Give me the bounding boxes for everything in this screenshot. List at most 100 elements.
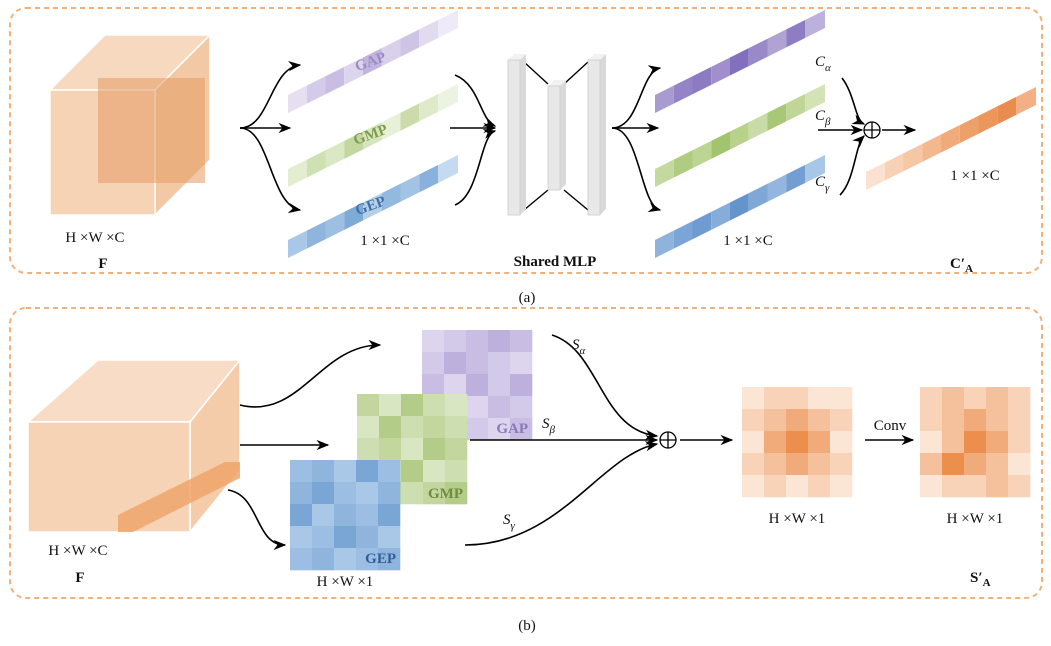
weight-sub: γ bbox=[511, 520, 516, 532]
output-size: 1 ×1 ×C bbox=[950, 168, 999, 184]
heatmap-cell bbox=[401, 416, 423, 438]
heatmap-cell bbox=[356, 504, 378, 526]
input-name: F bbox=[75, 570, 84, 586]
heatmap-cell bbox=[764, 409, 786, 431]
heatmap-cell bbox=[488, 374, 510, 396]
heatmap-cell bbox=[401, 460, 423, 482]
heatmap-cell bbox=[466, 374, 488, 396]
bar-segment bbox=[655, 231, 674, 258]
bar-segment bbox=[960, 116, 979, 143]
heatmap-cell bbox=[423, 394, 445, 416]
heatmap-cell bbox=[290, 482, 312, 504]
input-size: H ×W ×C bbox=[65, 230, 124, 246]
heatmap-cell bbox=[764, 453, 786, 475]
heatmap-cell bbox=[920, 409, 942, 431]
mlp-side bbox=[600, 54, 606, 215]
heatmap-cell bbox=[1008, 431, 1030, 453]
pool-label: GEP bbox=[365, 551, 396, 567]
mlp-layer bbox=[508, 60, 520, 215]
mlp-label: Shared MLP bbox=[514, 254, 597, 270]
heatmap-cell bbox=[808, 387, 830, 409]
arrow bbox=[840, 136, 864, 195]
caption: (a) bbox=[519, 290, 536, 306]
heatmap-cell bbox=[764, 475, 786, 497]
output-main: S′ bbox=[970, 570, 983, 586]
bar-segment bbox=[655, 160, 674, 187]
mlp-layer bbox=[548, 86, 560, 190]
heatmap-cell bbox=[1008, 387, 1030, 409]
bar-segment bbox=[326, 212, 345, 239]
figure: H ×W ×C F GAP GMP GEP 1 ×1 ×C Shared MLP… bbox=[0, 0, 1051, 641]
heatmap-cell bbox=[986, 387, 1008, 409]
heatmap-cell bbox=[334, 526, 356, 548]
heatmap-cell bbox=[334, 460, 356, 482]
output-name: C′A bbox=[950, 256, 973, 275]
heatmap-cell bbox=[510, 396, 532, 418]
heatmap-cell bbox=[830, 409, 852, 431]
bar-segment bbox=[711, 132, 730, 159]
bar-segment bbox=[730, 48, 749, 75]
bar-segment bbox=[307, 221, 326, 248]
input-size: H ×W ×C bbox=[48, 543, 107, 559]
heatmap-cell bbox=[942, 453, 964, 475]
bar-segment bbox=[768, 174, 787, 201]
pool-label: GAP bbox=[496, 421, 528, 437]
heatmap-cell bbox=[488, 396, 510, 418]
heatmap-cell bbox=[742, 475, 764, 497]
heatmap-cell bbox=[334, 504, 356, 526]
mlp-out-size: 1 ×1 ×C bbox=[723, 233, 772, 249]
mlp-side bbox=[520, 54, 526, 215]
heatmap-cell bbox=[1008, 475, 1030, 497]
heatmap-cell bbox=[830, 453, 852, 475]
heatmap-cell bbox=[357, 416, 379, 438]
bar-segment bbox=[655, 86, 674, 113]
bar-segment bbox=[288, 231, 307, 258]
output-main: C′ bbox=[950, 256, 965, 272]
heatmap-cell bbox=[401, 394, 423, 416]
bar-segment bbox=[401, 29, 420, 56]
heatmap-cell bbox=[379, 394, 401, 416]
arrow bbox=[465, 444, 657, 545]
weight-label: Cα bbox=[815, 54, 831, 74]
arrow bbox=[552, 335, 657, 436]
heatmap-cell bbox=[445, 394, 467, 416]
heatmap-cell bbox=[488, 330, 510, 352]
sum-size: H ×W ×1 bbox=[769, 511, 826, 527]
heatmap-cell bbox=[290, 548, 312, 570]
cube-front bbox=[28, 422, 190, 532]
bar-segment bbox=[979, 106, 998, 133]
bar-segment bbox=[749, 113, 768, 140]
output-name: S′A bbox=[970, 570, 991, 589]
heatmap-cell bbox=[379, 438, 401, 460]
mlp-side bbox=[560, 80, 566, 190]
heatmap-cell bbox=[964, 453, 986, 475]
bar-segment bbox=[288, 160, 307, 187]
heatmap-cell bbox=[786, 387, 808, 409]
heatmap-cell bbox=[312, 548, 334, 570]
heatmap-cell bbox=[312, 482, 334, 504]
bar-end bbox=[438, 84, 458, 112]
heatmap-cell bbox=[334, 482, 356, 504]
heatmap-cell bbox=[423, 438, 445, 460]
cube-slice bbox=[98, 78, 205, 183]
bar-segment bbox=[730, 122, 749, 149]
bar-segment bbox=[711, 203, 730, 230]
heatmap-cell bbox=[466, 330, 488, 352]
heatmap-cell bbox=[830, 475, 852, 497]
heatmap-cell bbox=[422, 352, 444, 374]
bar-segment bbox=[307, 150, 326, 177]
heatmap-cell bbox=[964, 387, 986, 409]
heatmap-cell bbox=[986, 453, 1008, 475]
bar-segment bbox=[674, 150, 693, 177]
heatmap-cell bbox=[808, 475, 830, 497]
heatmap-cell bbox=[290, 526, 312, 548]
heatmap-cell bbox=[986, 475, 1008, 497]
bar-segment bbox=[749, 184, 768, 211]
heatmap-cell bbox=[742, 453, 764, 475]
heatmap-cell bbox=[1008, 409, 1030, 431]
heatmap-cell bbox=[964, 409, 986, 431]
heatmap-cell bbox=[422, 330, 444, 352]
heatmap-cell bbox=[510, 330, 532, 352]
heatmap-cell bbox=[312, 504, 334, 526]
bar-segment bbox=[401, 174, 420, 201]
